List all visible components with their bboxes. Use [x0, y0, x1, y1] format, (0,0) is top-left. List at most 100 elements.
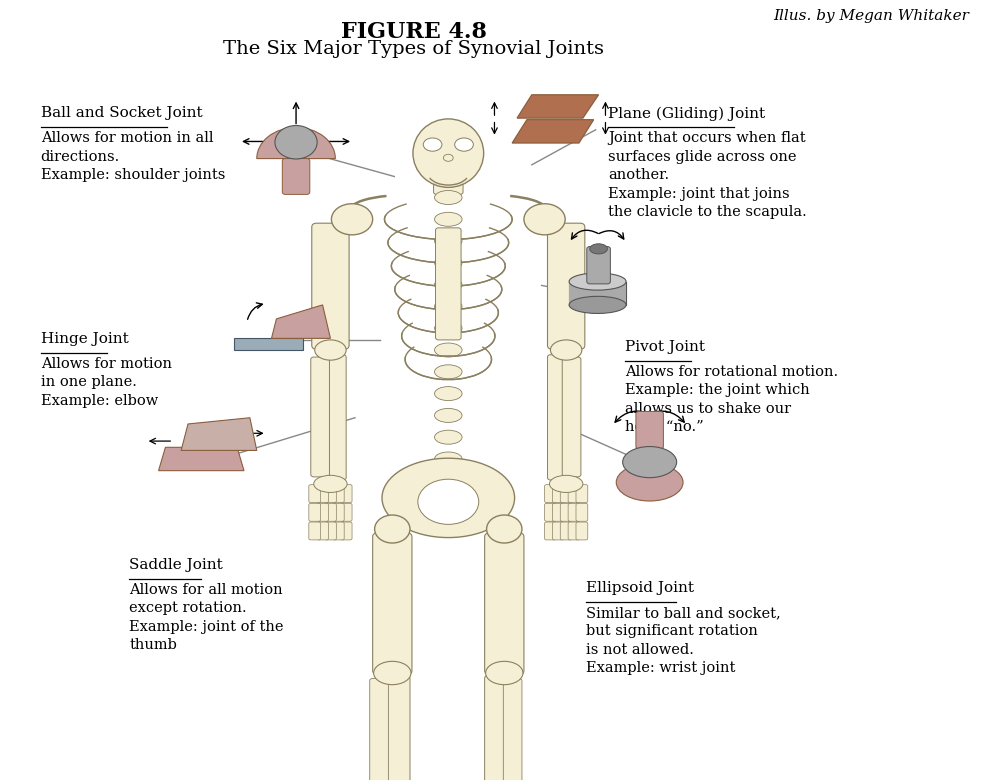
FancyBboxPatch shape — [562, 357, 581, 477]
FancyBboxPatch shape — [545, 522, 557, 540]
Text: Ball and Socket Joint: Ball and Socket Joint — [40, 106, 202, 120]
Text: Saddle Joint: Saddle Joint — [129, 558, 223, 572]
Ellipse shape — [413, 119, 484, 187]
FancyBboxPatch shape — [312, 223, 349, 349]
FancyBboxPatch shape — [545, 485, 557, 502]
Ellipse shape — [434, 256, 462, 270]
FancyBboxPatch shape — [372, 533, 412, 675]
FancyBboxPatch shape — [568, 485, 580, 502]
Ellipse shape — [418, 480, 479, 524]
FancyBboxPatch shape — [317, 485, 328, 502]
Ellipse shape — [550, 476, 583, 493]
Ellipse shape — [434, 408, 462, 423]
FancyBboxPatch shape — [569, 281, 626, 305]
Ellipse shape — [434, 321, 462, 335]
FancyBboxPatch shape — [503, 679, 522, 781]
Ellipse shape — [434, 234, 462, 248]
Ellipse shape — [314, 476, 347, 493]
Ellipse shape — [434, 474, 462, 488]
Text: FIGURE 4.8: FIGURE 4.8 — [341, 21, 487, 43]
Ellipse shape — [434, 191, 462, 205]
FancyBboxPatch shape — [545, 503, 557, 521]
Text: Pivot Joint: Pivot Joint — [625, 340, 705, 354]
FancyBboxPatch shape — [576, 503, 588, 521]
Wedge shape — [257, 127, 335, 159]
FancyBboxPatch shape — [369, 679, 388, 781]
Polygon shape — [272, 305, 330, 338]
FancyBboxPatch shape — [568, 503, 580, 521]
FancyBboxPatch shape — [324, 485, 336, 502]
FancyBboxPatch shape — [435, 228, 461, 340]
Ellipse shape — [434, 387, 462, 401]
Ellipse shape — [331, 204, 372, 235]
Text: Plane (Gliding) Joint: Plane (Gliding) Joint — [609, 106, 765, 121]
Ellipse shape — [486, 662, 523, 685]
FancyBboxPatch shape — [332, 503, 344, 521]
FancyBboxPatch shape — [485, 676, 514, 781]
FancyBboxPatch shape — [309, 503, 320, 521]
Ellipse shape — [434, 343, 462, 357]
Text: Illus. by Megan Whitaker: Illus. by Megan Whitaker — [773, 9, 969, 23]
Ellipse shape — [434, 365, 462, 379]
Text: Allows for motion
in one plane.
Example: elbow: Allows for motion in one plane. Example:… — [40, 357, 171, 408]
FancyBboxPatch shape — [324, 522, 336, 540]
Ellipse shape — [434, 452, 462, 466]
FancyBboxPatch shape — [325, 355, 346, 480]
Polygon shape — [512, 119, 594, 143]
FancyBboxPatch shape — [309, 485, 320, 502]
Ellipse shape — [569, 273, 626, 290]
Ellipse shape — [373, 662, 411, 685]
Polygon shape — [181, 418, 257, 451]
FancyBboxPatch shape — [560, 503, 572, 521]
Ellipse shape — [455, 138, 474, 152]
FancyBboxPatch shape — [548, 223, 585, 349]
Polygon shape — [159, 448, 244, 471]
Ellipse shape — [434, 212, 462, 226]
FancyBboxPatch shape — [309, 522, 320, 540]
Ellipse shape — [551, 340, 582, 360]
FancyBboxPatch shape — [576, 522, 588, 540]
Polygon shape — [234, 338, 303, 350]
Ellipse shape — [617, 464, 683, 501]
Ellipse shape — [569, 296, 626, 313]
Ellipse shape — [315, 340, 346, 360]
FancyBboxPatch shape — [380, 676, 410, 781]
Text: Allows for motion in all
directions.
Example: shoulder joints: Allows for motion in all directions. Exa… — [40, 131, 225, 182]
FancyBboxPatch shape — [553, 485, 564, 502]
Ellipse shape — [382, 458, 514, 537]
FancyBboxPatch shape — [340, 485, 352, 502]
Ellipse shape — [434, 278, 462, 291]
FancyBboxPatch shape — [340, 503, 352, 521]
Ellipse shape — [487, 515, 522, 543]
Ellipse shape — [275, 126, 317, 159]
Text: Allows for all motion
except rotation.
Example: joint of the
thumb: Allows for all motion except rotation. E… — [129, 583, 284, 652]
Ellipse shape — [374, 515, 410, 543]
FancyBboxPatch shape — [485, 533, 524, 675]
Text: The Six Major Types of Synovial Joints: The Six Major Types of Synovial Joints — [224, 41, 605, 59]
FancyBboxPatch shape — [560, 485, 572, 502]
FancyBboxPatch shape — [433, 160, 463, 194]
Text: Similar to ball and socket,
but significant rotation
is not allowed.
Example: wr: Similar to ball and socket, but signific… — [586, 606, 780, 676]
Text: Joint that occurs when flat
surfaces glide across one
another.
Example: joint th: Joint that occurs when flat surfaces gli… — [609, 131, 807, 219]
FancyBboxPatch shape — [636, 412, 664, 449]
Ellipse shape — [434, 430, 462, 444]
Ellipse shape — [623, 447, 677, 478]
FancyBboxPatch shape — [340, 522, 352, 540]
FancyBboxPatch shape — [317, 522, 328, 540]
FancyBboxPatch shape — [332, 522, 344, 540]
FancyBboxPatch shape — [560, 522, 572, 540]
Polygon shape — [517, 95, 599, 118]
Text: Hinge Joint: Hinge Joint — [40, 332, 128, 346]
Ellipse shape — [524, 204, 565, 235]
FancyBboxPatch shape — [568, 522, 580, 540]
FancyBboxPatch shape — [317, 503, 328, 521]
Ellipse shape — [434, 299, 462, 313]
Ellipse shape — [424, 138, 442, 152]
FancyBboxPatch shape — [283, 159, 310, 194]
FancyBboxPatch shape — [576, 485, 588, 502]
FancyBboxPatch shape — [553, 522, 564, 540]
FancyBboxPatch shape — [311, 357, 329, 477]
Ellipse shape — [443, 155, 453, 162]
Ellipse shape — [590, 244, 608, 254]
FancyBboxPatch shape — [587, 247, 611, 284]
